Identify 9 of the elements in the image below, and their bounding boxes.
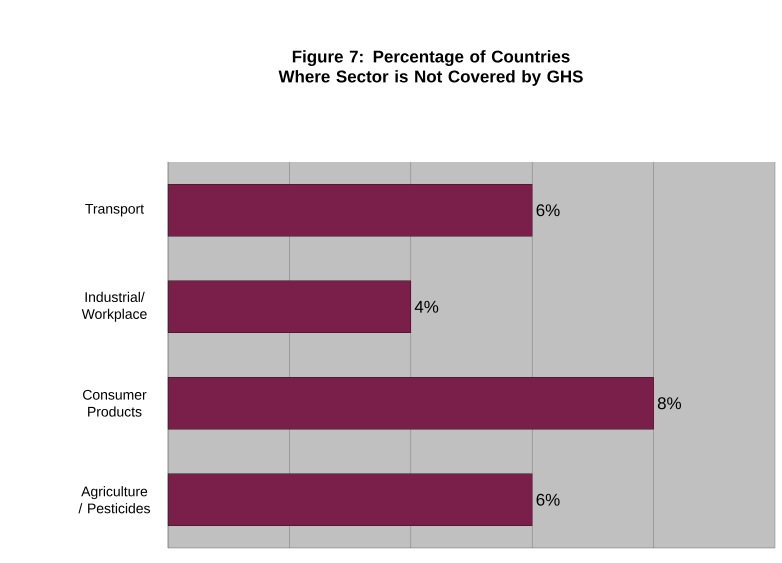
chart-title: Figure 7: Percentage of Countries Where Sector is Not Covered by GHS xyxy=(278,50,583,86)
data-label: 8% xyxy=(658,397,681,410)
y-tick-label: Agriculture / Pesticides xyxy=(78,486,150,514)
y-tick-label: Transport xyxy=(85,204,144,216)
y-tick-label: Industrial/ Workplace xyxy=(82,292,147,322)
y-tick-label: Consumer Products xyxy=(83,390,146,417)
data-label: 6% xyxy=(536,204,560,216)
data-label: 4% xyxy=(414,300,438,313)
data-label: 6% xyxy=(536,494,560,506)
